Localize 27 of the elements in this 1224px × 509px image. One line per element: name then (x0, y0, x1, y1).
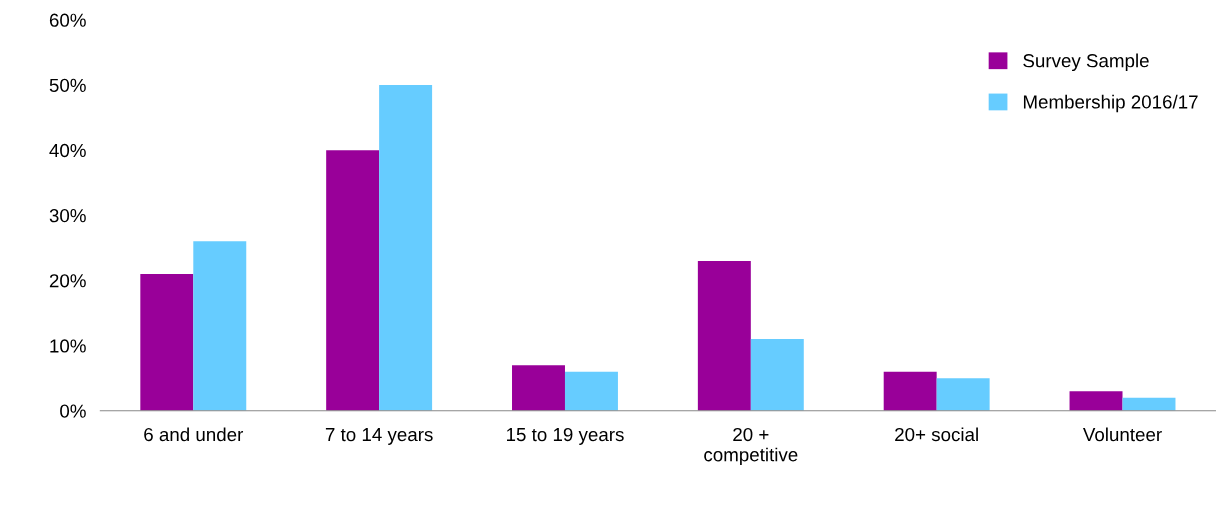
y-tick-label: 60% (49, 13, 86, 27)
y-tick-label: 10% (50, 339, 86, 353)
x-tick-label: 20 + competitive (704, 427, 798, 466)
bar (697, 260, 751, 411)
x-tick-label: 20+ social (895, 427, 978, 442)
y-tick-label: 0% (60, 404, 86, 418)
bar (564, 371, 618, 411)
x-tick-label: 7 to 14 years (325, 428, 433, 445)
bar (1069, 391, 1123, 411)
y-tick-label: 20% (49, 274, 86, 288)
x-tick-label: Volunteer (1082, 427, 1162, 442)
y-tick-label: 40% (49, 143, 86, 158)
bar (512, 365, 565, 411)
bar (883, 371, 937, 411)
x-tick-label: 15 to 19 years (507, 427, 624, 445)
bar (379, 85, 433, 411)
bar (936, 378, 990, 411)
legend-label: Membership 2016/17 (1023, 94, 1198, 113)
bar (1122, 397, 1176, 411)
legend-label: Survey Sample (1023, 53, 1149, 72)
y-tick-label: 30% (49, 209, 86, 223)
bar (193, 241, 247, 411)
bar (750, 339, 804, 411)
x-tick-label: 6 and under (144, 427, 244, 442)
bar (140, 273, 194, 411)
y-tick-label: 50% (49, 78, 86, 92)
bar (326, 150, 380, 411)
